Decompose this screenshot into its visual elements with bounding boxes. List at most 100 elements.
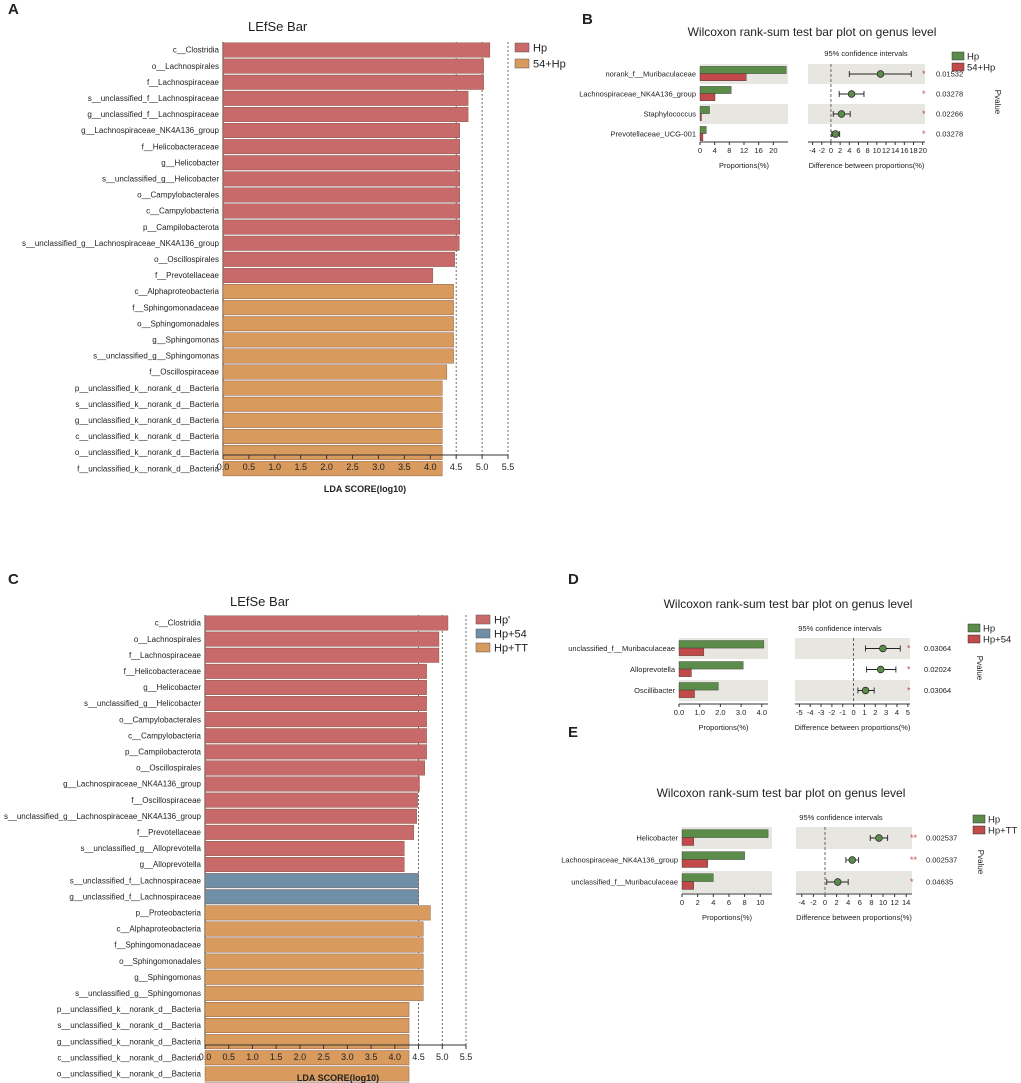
bar-group2 xyxy=(681,859,709,868)
significance-star: * xyxy=(922,109,926,119)
category-label: p__Campilobacterota xyxy=(125,747,202,756)
x-tick-label: 8 xyxy=(743,898,747,907)
p-value: 0.02024 xyxy=(924,665,951,674)
bar xyxy=(222,300,454,316)
bar-group2 xyxy=(681,837,694,846)
bar xyxy=(204,905,431,921)
x-tick-label: 3.0 xyxy=(341,1052,354,1062)
chart-title-A: LEfSe Bar xyxy=(248,19,308,34)
x-tick-label: 2.5 xyxy=(317,1052,330,1062)
category-label: c__Alphaproteobacteria xyxy=(134,287,219,296)
category-label: g__Sphingomonas xyxy=(152,335,219,344)
category-label: s__unclassified_g__Sphingomonas xyxy=(75,989,201,998)
category-label: o__unclassified_k__norank_d__Bacteria xyxy=(75,448,220,457)
x-tick-label: -2 xyxy=(829,708,836,717)
x-tick-label: 2.5 xyxy=(346,462,359,472)
bar xyxy=(222,235,460,251)
category-label: unclassified_f__Muribaculaceae xyxy=(571,878,678,887)
bar xyxy=(222,332,454,348)
bar-group2 xyxy=(699,73,747,81)
x-axis-label-left: Proportions(%) xyxy=(719,161,770,170)
bar-group1 xyxy=(681,873,714,882)
x-tick-label: 1.5 xyxy=(270,1052,283,1062)
bar xyxy=(222,58,484,74)
category-label: unclassified_f__Muribaculaceae xyxy=(568,644,675,653)
ci-point xyxy=(847,90,856,98)
bar-group1 xyxy=(699,66,787,74)
bar xyxy=(222,396,443,412)
category-label: s__unclassified_f__Lachnospiraceae xyxy=(70,876,202,885)
bar xyxy=(204,808,417,824)
bar xyxy=(222,445,443,460)
x-tick-label: 2 xyxy=(873,708,877,717)
chart-title-B: Wilcoxon rank-sum test bar plot on genus… xyxy=(688,25,937,39)
bar xyxy=(204,1066,410,1082)
bar-group1 xyxy=(678,682,719,691)
bar xyxy=(222,42,491,58)
category-label: f__Helicobacteraceae xyxy=(142,142,220,151)
category-label: o__Oscillospirales xyxy=(136,764,201,773)
x-tick-label: 5 xyxy=(906,708,910,717)
significance-star: * xyxy=(910,877,914,887)
category-label: Staphylococcus xyxy=(643,110,696,119)
category-label: c__Campylobacteria xyxy=(128,731,201,740)
bar xyxy=(222,461,443,477)
ci-point xyxy=(875,834,883,842)
ci-title: 95% confidence intervals xyxy=(799,813,883,822)
x-tick-label: 0 xyxy=(851,708,855,717)
category-label: o__Campylobacterales xyxy=(119,715,201,724)
legend-swatch xyxy=(972,825,986,835)
x-tick-label: 4.0 xyxy=(424,462,437,472)
x-tick-label: 2 xyxy=(835,898,839,907)
category-label: f__Lachnospiraceae xyxy=(129,651,202,660)
x-tick-label: 10 xyxy=(879,898,887,907)
x-tick-label: 2 xyxy=(838,146,842,155)
x-axis-label-right: Difference between proportions(%) xyxy=(809,161,925,170)
category-label: f__Oscillospiraceae xyxy=(149,368,219,377)
legend-label: Hp xyxy=(967,52,979,63)
bar xyxy=(204,696,427,711)
x-tick-label: 4.0 xyxy=(757,708,767,717)
category-label: g__unclassified_k__norank_d__Bacteria xyxy=(57,1037,202,1046)
x-tick-label: -4 xyxy=(809,146,816,155)
ci-point xyxy=(848,856,857,864)
x-tick-label: 5.0 xyxy=(436,1052,449,1062)
row-band xyxy=(808,104,925,124)
x-tick-label: 4 xyxy=(895,708,899,717)
x-tick-label: 14 xyxy=(891,146,899,155)
significance-star: * xyxy=(922,129,926,139)
bar xyxy=(204,744,427,760)
row-band xyxy=(795,680,910,701)
x-tick-label: 0 xyxy=(698,146,702,155)
x-tick-label: 4 xyxy=(847,146,851,155)
category-label: g__Alloprevotella xyxy=(140,860,202,869)
category-label: g__Lachnospiraceae_NK4A136_group xyxy=(81,126,219,135)
x-tick-label: 8 xyxy=(727,146,731,155)
category-label: c__unclassified_k__norank_d__Bacteria xyxy=(57,1053,201,1062)
bar xyxy=(204,631,440,647)
category-label: f__Prevotellaceae xyxy=(155,271,220,280)
x-tick-label: 20 xyxy=(919,146,927,155)
bar xyxy=(204,647,440,663)
bar xyxy=(204,1034,410,1050)
category-label: Helicobacter xyxy=(636,834,678,843)
bar-group2 xyxy=(678,689,695,698)
bar-group2 xyxy=(699,113,702,121)
bar xyxy=(204,841,405,856)
significance-star: * xyxy=(907,686,911,696)
significance-star: * xyxy=(922,89,926,99)
x-tick-label: 1.0 xyxy=(694,708,704,717)
legend-swatch xyxy=(951,62,965,72)
category-label: s__unclassified_g__Lachnospiraceae_NK4A1… xyxy=(22,239,220,248)
x-tick-label: 2 xyxy=(696,898,700,907)
category-label: c__Campylobacteria xyxy=(146,207,219,216)
bar-group2 xyxy=(699,93,716,101)
bar xyxy=(222,412,443,428)
x-tick-label: -3 xyxy=(818,708,825,717)
x-tick-label: 3 xyxy=(884,708,888,717)
x-tick-label: 10 xyxy=(756,898,764,907)
pvalue-axis-label: Pvalue xyxy=(976,850,985,875)
category-label: c__Clostridia xyxy=(173,46,220,55)
category-label: s__unclassified_g__Sphingomonas xyxy=(93,352,219,361)
p-value: 0.002537 xyxy=(926,856,957,865)
